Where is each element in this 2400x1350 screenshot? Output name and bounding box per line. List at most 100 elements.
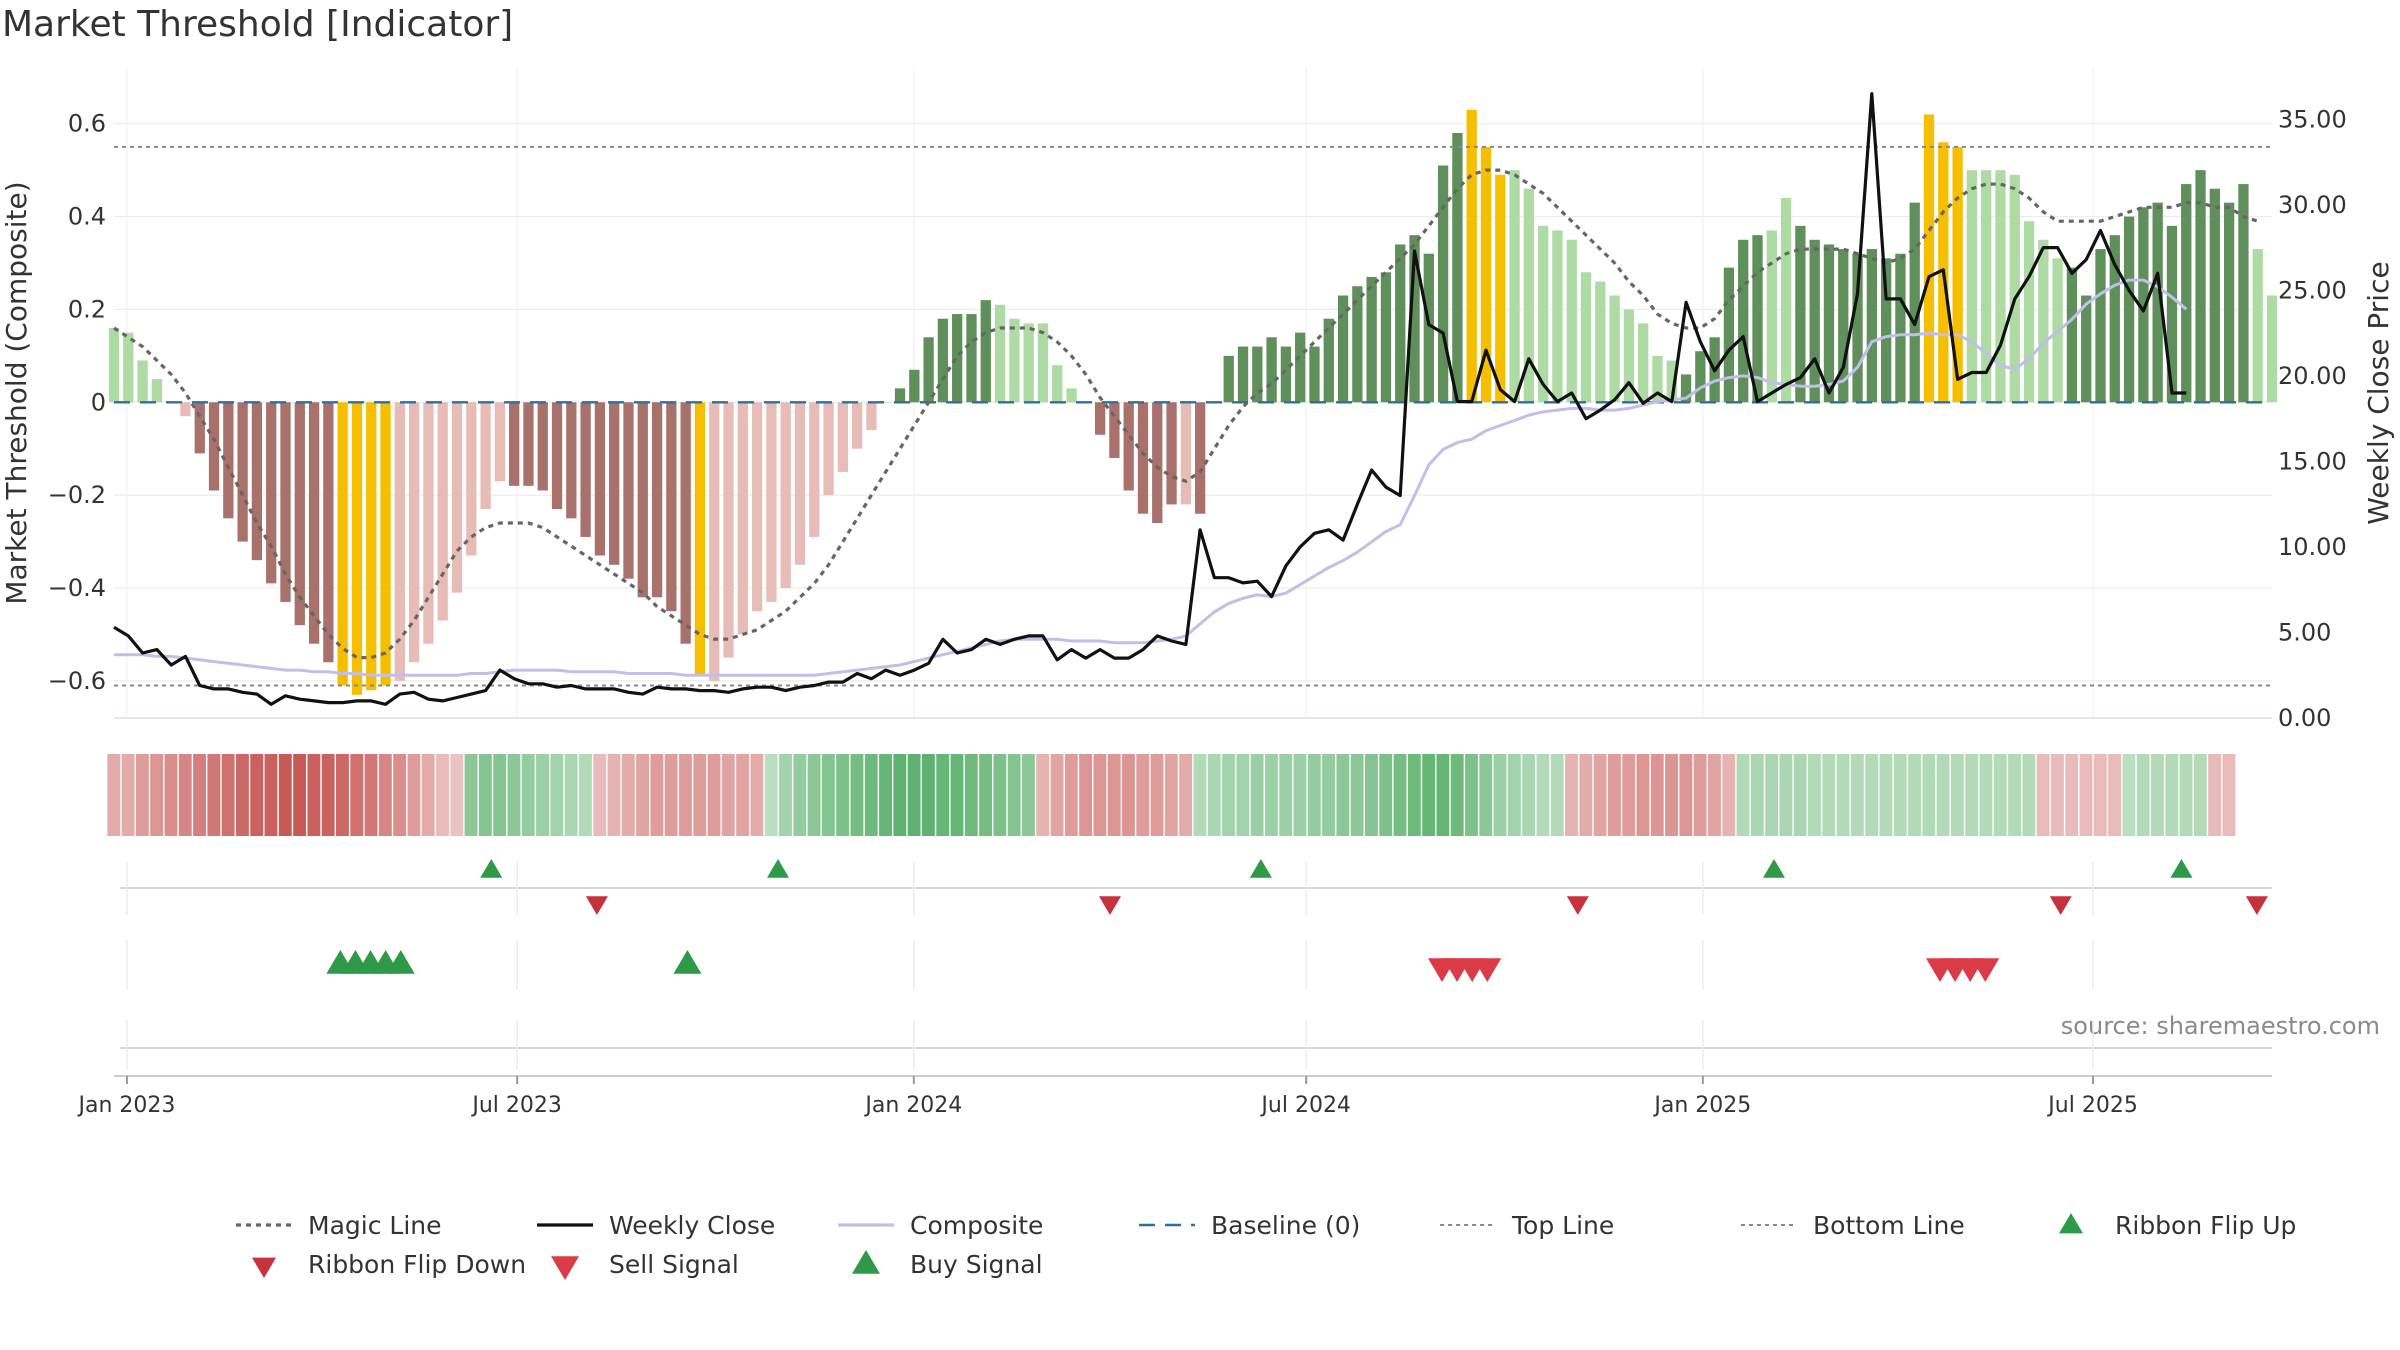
ribbon-cell — [493, 754, 507, 836]
composite-bar — [1595, 281, 1606, 403]
x-tick-label: Jul 2023 — [470, 1093, 562, 1118]
ribbon-cell — [421, 754, 435, 836]
composite-bar — [594, 402, 606, 556]
composite-bar — [1137, 402, 1149, 514]
composite-bar — [351, 402, 363, 695]
ribbon-cell — [1650, 754, 1664, 836]
composite-bar — [437, 402, 448, 621]
composite-bar — [866, 402, 877, 431]
composite-bar — [1309, 346, 1320, 403]
composite-bar — [466, 402, 477, 556]
composite-bar — [980, 300, 991, 403]
composite-bar — [2266, 295, 2278, 403]
composite-bar — [1180, 402, 1191, 505]
composite-bar — [2109, 235, 2120, 403]
composite-bar — [123, 332, 134, 403]
ribbon-flip-up-marker — [2170, 859, 2193, 878]
x-tick-label: Jul 2025 — [2046, 1093, 2138, 1118]
ribbon-cell — [1550, 754, 1564, 836]
ribbon-cell — [521, 754, 535, 836]
ribbon-cell — [135, 754, 149, 836]
ribbon-cell — [2108, 754, 2122, 836]
ribbon-cell — [2179, 754, 2193, 836]
composite-bar — [1466, 109, 1477, 403]
ribbon-cell — [1450, 754, 1464, 836]
ribbon-cell — [936, 754, 950, 836]
composite-bar — [1395, 244, 1406, 403]
composite-bar — [1366, 276, 1377, 403]
ribbon-cell — [636, 754, 650, 836]
ribbon-cell — [907, 754, 921, 836]
composite-bar — [994, 304, 1006, 403]
sell-signal-marker — [1473, 958, 1502, 982]
composite-bar — [566, 402, 577, 519]
composite-bar — [937, 318, 949, 403]
y-tick-label-left: −0.6 — [48, 667, 106, 695]
composite-bar — [1495, 174, 1506, 403]
composite-bar — [1923, 114, 1935, 403]
ribbon-cell — [707, 754, 721, 836]
legend-label: Buy Signal — [910, 1250, 1043, 1279]
ribbon-cell — [1593, 754, 1607, 836]
legend-item: Top Line — [1440, 1211, 1614, 1240]
composite-bar — [1909, 202, 1920, 403]
composite-bar — [1352, 286, 1363, 403]
ribbon-cell — [1236, 754, 1250, 836]
ribbon-cell — [1493, 754, 1507, 836]
ribbon-cell — [464, 754, 478, 836]
ribbon-cell — [578, 754, 592, 836]
y-tick-label-right: 25.00 — [2278, 276, 2347, 304]
ribbon-cell — [1922, 754, 1936, 836]
composite-bar — [1023, 323, 1034, 403]
ribbon-cell — [921, 754, 935, 836]
ribbon-cell — [1936, 754, 1950, 836]
series-lines — [113, 92, 2259, 706]
ribbon-cell — [450, 754, 464, 836]
composite-bar — [1295, 332, 1306, 403]
composite-bar — [694, 402, 706, 677]
composite-bar — [1723, 267, 1735, 403]
legend-label: Magic Line — [308, 1211, 442, 1240]
composite-bar — [237, 402, 248, 542]
composite-bar — [823, 402, 834, 496]
ribbon-cell — [1979, 754, 1993, 836]
composite-bar — [2123, 216, 2135, 403]
composite-bar — [2023, 221, 2035, 403]
composite-bar — [1695, 351, 1706, 403]
legend-label: Ribbon Flip Down — [308, 1250, 526, 1279]
legend-item: Buy Signal — [852, 1250, 1043, 1279]
composite-bar — [537, 402, 548, 491]
ribbon-cell — [550, 754, 564, 836]
ribbon-cell — [1507, 754, 1521, 836]
composite-bar — [651, 402, 663, 598]
ribbon-cell — [764, 754, 778, 836]
ribbon-cell — [107, 754, 121, 836]
ribbon-cell — [150, 754, 164, 836]
composite-bar — [609, 402, 620, 565]
ribbon-cell — [221, 754, 235, 836]
composite-bar — [1323, 318, 1334, 403]
composite-bar — [1152, 402, 1163, 523]
ribbon-cell — [1636, 754, 1650, 836]
composite-bar — [1623, 309, 1635, 403]
ribbon-cell — [593, 754, 607, 836]
composite-bar — [1066, 388, 1077, 403]
ribbon-cell — [2036, 754, 2050, 836]
ribbon-cell — [1879, 754, 1893, 836]
ribbon-cell — [507, 754, 521, 836]
ribbon-cell — [1350, 754, 1364, 836]
composite-bar — [2252, 249, 2263, 403]
ribbon-cell — [2208, 754, 2222, 836]
y-tick-label-right: 35.00 — [2278, 105, 2347, 133]
ribbon-cell — [1007, 754, 1021, 836]
ribbon-cell — [207, 754, 221, 836]
legend-item: Ribbon Flip Down — [252, 1250, 526, 1279]
x-tick-label: Jan 2025 — [1652, 1093, 1751, 1118]
composite-bar — [1609, 295, 1620, 403]
legend-item: Magic Line — [236, 1211, 442, 1240]
ribbon-cell — [2136, 754, 2150, 836]
ribbon-cell — [1679, 754, 1693, 836]
y-tick-label-right: 5.00 — [2278, 618, 2331, 646]
ribbon-cell — [1093, 754, 1107, 836]
legend-swatch — [252, 1257, 276, 1278]
